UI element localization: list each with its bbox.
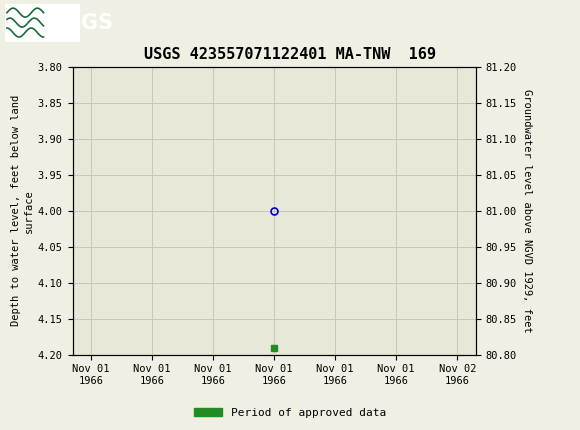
Text: USGS 423557071122401 MA-TNW  169: USGS 423557071122401 MA-TNW 169 bbox=[144, 47, 436, 62]
Text: USGS: USGS bbox=[49, 12, 113, 33]
Legend: Period of approved data: Period of approved data bbox=[190, 403, 390, 422]
Y-axis label: Depth to water level, feet below land
surface: Depth to water level, feet below land su… bbox=[11, 95, 34, 326]
Bar bbox=[5, 3, 80, 42]
Y-axis label: Groundwater level above NGVD 1929, feet: Groundwater level above NGVD 1929, feet bbox=[522, 89, 532, 332]
